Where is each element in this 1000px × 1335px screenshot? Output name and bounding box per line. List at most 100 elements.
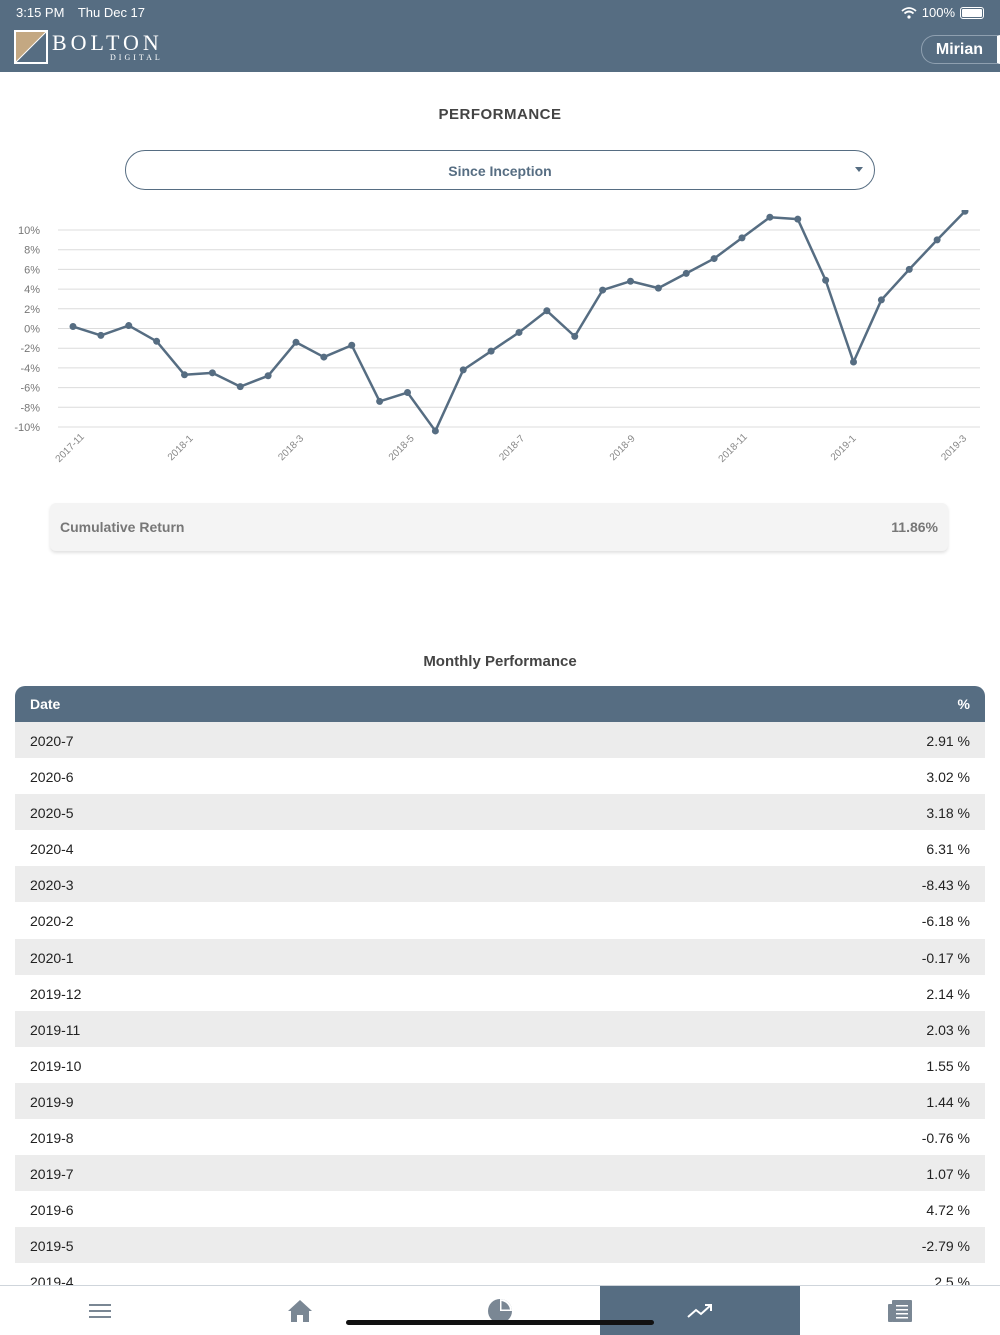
menu-icon [89, 1303, 111, 1318]
data-point[interactable] [181, 371, 188, 379]
data-point[interactable] [877, 296, 885, 304]
data-point[interactable] [376, 397, 384, 405]
document-icon [888, 1299, 912, 1322]
period-select-value: Since Inception [448, 163, 552, 179]
data-point[interactable] [738, 234, 746, 242]
cumulative-return-label: Cumulative Return [60, 519, 185, 535]
data-point[interactable] [431, 427, 439, 435]
table-body: 2020-7 2.91 % 2020-6 3.02 % 2020-5 3.18 % 2020… [15, 722, 985, 1300]
tab-home[interactable] [200, 1286, 400, 1335]
tab-documents[interactable] [800, 1286, 1000, 1335]
data-point[interactable] [822, 276, 830, 284]
brand-sub: DIGITAL [110, 53, 163, 62]
data-point[interactable] [459, 366, 467, 374]
user-menu-button[interactable]: Mirian [920, 35, 1000, 64]
wifi-icon [901, 6, 917, 19]
data-point[interactable] [599, 286, 607, 294]
row-date: 2020-3 [30, 877, 74, 894]
chevron-down-icon [855, 167, 863, 172]
row-percent: 3.18 % [926, 805, 970, 822]
y-tick-label: -10% [14, 422, 40, 434]
tab-menu[interactable] [0, 1286, 200, 1335]
row-date: 2020-2 [30, 913, 74, 930]
brand-name: BOLTON [52, 30, 163, 55]
status-indicators: 100% [901, 5, 984, 20]
bottom-tab-bar [0, 1285, 1000, 1335]
y-tick-label: 10% [18, 225, 40, 237]
row-percent: 2.03 % [926, 1021, 970, 1038]
table-row: 2019-7 1.07 % [15, 1155, 985, 1192]
row-date: 2019-11 [30, 1021, 81, 1038]
row-date: 2020-7 [30, 733, 74, 749]
row-date: 2020-5 [30, 805, 74, 822]
table-row: 2019-10 1.55 % [15, 1046, 985, 1083]
data-point[interactable] [933, 236, 941, 244]
table-row: 2019-8 -0.76 % [15, 1119, 985, 1156]
table-row: 2019-6 4.72 % [15, 1191, 985, 1228]
row-percent: 4.72 % [926, 1202, 970, 1219]
data-point[interactable] [515, 328, 523, 336]
table-row: 2019-9 1.44 % [15, 1082, 985, 1120]
data-point[interactable] [543, 307, 551, 315]
data-point[interactable] [766, 213, 774, 221]
battery-icon [960, 6, 984, 19]
y-tick-label: -8% [20, 402, 40, 414]
brand-logo[interactable]: BOLTON DIGITAL [14, 30, 163, 64]
x-tick-label: 2019-3 [939, 433, 969, 463]
y-tick-label: 2% [24, 304, 40, 316]
x-tick-label: 2018-1 [166, 433, 196, 463]
data-point[interactable] [153, 337, 161, 345]
data-point[interactable] [571, 332, 579, 340]
period-select[interactable]: Since Inception [125, 150, 875, 190]
data-point[interactable] [292, 338, 300, 346]
home-icon [288, 1299, 312, 1322]
tab-performance[interactable] [600, 1286, 800, 1335]
y-tick-label: 4% [24, 284, 40, 296]
data-point[interactable] [961, 210, 969, 215]
data-point[interactable] [487, 347, 495, 355]
row-date: 2020-6 [30, 769, 74, 786]
row-percent: 2.91 % [926, 733, 970, 749]
column-header-date[interactable]: Date [30, 696, 61, 712]
table-row: 2020-7 2.91 % [15, 722, 985, 759]
tab-portfolio[interactable] [400, 1286, 600, 1335]
data-point[interactable] [682, 269, 690, 277]
y-tick-label: -4% [20, 363, 40, 375]
data-point[interactable] [97, 331, 105, 339]
data-point[interactable] [348, 341, 356, 349]
row-percent: 6.31 % [926, 841, 970, 858]
row-percent: -0.17 % [921, 949, 970, 966]
data-point[interactable] [264, 372, 272, 380]
data-point[interactable] [710, 255, 718, 263]
data-point[interactable] [69, 323, 77, 331]
row-date: 2019-5 [30, 1238, 74, 1255]
performance-series-line [72, 210, 966, 433]
row-percent: 1.55 % [926, 1057, 970, 1074]
status-bar: 3:15 PM Thu Dec 17 [16, 5, 155, 20]
row-date: 2020-1 [30, 949, 74, 966]
row-percent: -8.43 % [921, 877, 970, 894]
x-tick-label: 2018-3 [276, 433, 306, 463]
data-point[interactable] [236, 383, 244, 391]
data-point[interactable] [850, 358, 857, 366]
data-point[interactable] [654, 284, 662, 292]
data-point[interactable] [627, 277, 634, 285]
logo-mark-icon [14, 30, 48, 64]
data-point[interactable] [320, 353, 328, 361]
data-point[interactable] [905, 265, 913, 273]
data-point[interactable] [208, 369, 216, 377]
table-row: 2020-4 6.31 % [15, 830, 985, 867]
data-point[interactable] [404, 389, 411, 397]
x-tick-label: 2018-5 [387, 433, 417, 463]
table-row: 2019-5 -2.79 % [15, 1227, 985, 1264]
data-point[interactable] [794, 215, 802, 223]
performance-chart: 10% 8% 6% 4% 2% 0% -2% -4% -6% -8% -10% 2017-11 2018… [14, 210, 980, 465]
column-header-percent[interactable]: % [957, 696, 970, 712]
status-date: Thu Dec 17 [77, 5, 146, 20]
row-date: 2020-4 [30, 841, 74, 858]
data-point[interactable] [125, 322, 133, 330]
table-row: 2020-1 -0.17 % [15, 938, 985, 975]
x-tick-label: 2018-11 [717, 431, 751, 465]
x-tick-label: 2018-9 [608, 433, 638, 463]
row-percent: -6.18 % [921, 913, 970, 930]
